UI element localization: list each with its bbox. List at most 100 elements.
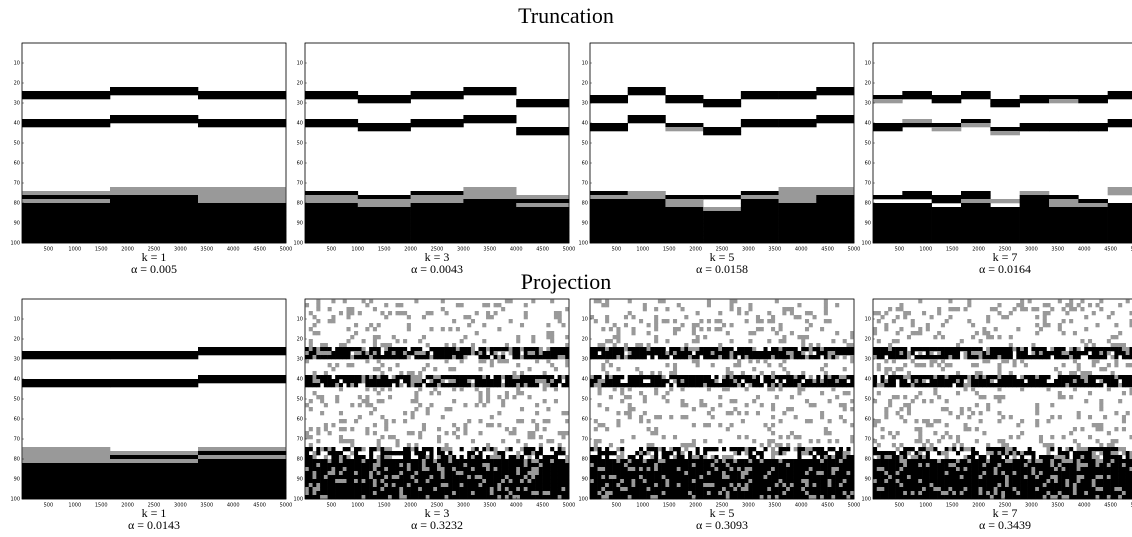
cell (782, 487, 786, 491)
cell (1020, 203, 1050, 207)
cell (628, 311, 632, 315)
cell (990, 127, 1020, 131)
cell (873, 423, 877, 427)
cell (839, 495, 843, 499)
cell (505, 463, 509, 467)
cell (22, 495, 110, 499)
cell (699, 475, 703, 479)
cell (665, 231, 703, 235)
cell (373, 431, 377, 435)
cell (358, 215, 411, 219)
cell (775, 347, 779, 351)
cell (388, 367, 392, 371)
cell (937, 331, 941, 335)
cell (411, 215, 464, 219)
cell (346, 479, 350, 483)
cell (463, 195, 516, 199)
cell (543, 427, 547, 431)
cell (463, 187, 516, 191)
cell (460, 347, 464, 351)
cell (1035, 315, 1039, 319)
cell (786, 347, 790, 351)
cell (505, 483, 509, 487)
cell (384, 455, 388, 459)
cell (605, 463, 609, 467)
cell (1043, 311, 1047, 315)
cell (373, 307, 377, 311)
cell (945, 423, 949, 427)
cell (463, 475, 467, 479)
cell (1049, 203, 1079, 207)
cell (790, 487, 794, 491)
cell (460, 351, 464, 355)
cell (309, 467, 313, 471)
cell (1046, 487, 1050, 491)
cell (620, 387, 624, 391)
cell (384, 459, 388, 463)
cell (539, 459, 543, 463)
cell (763, 359, 767, 363)
cell (828, 355, 832, 359)
cell (794, 355, 798, 359)
cell (198, 219, 286, 223)
cell (198, 227, 286, 231)
cell (975, 375, 979, 379)
cell (1001, 483, 1005, 487)
cell (198, 239, 286, 243)
cell (1001, 355, 1005, 359)
cell (662, 447, 666, 451)
cell (961, 199, 991, 203)
cell (358, 483, 362, 487)
x-tick-label: 4500 (536, 247, 549, 253)
cell (975, 487, 979, 491)
cell (790, 479, 794, 483)
cell (369, 379, 373, 383)
cell (516, 383, 520, 387)
cell (722, 463, 726, 467)
cell (911, 331, 915, 335)
cell (445, 407, 449, 411)
cell (779, 123, 817, 127)
cell (692, 471, 696, 475)
cell (482, 375, 486, 379)
cell (809, 479, 813, 483)
cell (914, 459, 918, 463)
cell (748, 347, 752, 351)
cell (982, 375, 986, 379)
cell (590, 471, 594, 475)
cell (824, 431, 828, 435)
cell (403, 355, 407, 359)
cell (771, 355, 775, 359)
cell (797, 491, 801, 495)
cell (986, 487, 990, 491)
cell (722, 351, 726, 355)
cell (986, 319, 990, 323)
cell (624, 459, 628, 463)
cell (907, 471, 911, 475)
cell (779, 475, 783, 479)
cell (501, 483, 505, 487)
cell (558, 487, 562, 491)
cell (624, 483, 628, 487)
cell (888, 479, 892, 483)
cell (1020, 231, 1050, 235)
cell (1078, 227, 1108, 231)
cell (997, 303, 1001, 307)
cell (873, 487, 877, 491)
cell (1001, 459, 1005, 463)
cell (760, 463, 764, 467)
cell (699, 351, 703, 355)
cell (324, 351, 328, 355)
cell (639, 447, 643, 451)
cell (384, 383, 388, 387)
cell (745, 347, 749, 351)
cell (647, 487, 651, 491)
cell (628, 347, 632, 351)
cell (718, 495, 722, 499)
cell (528, 379, 532, 383)
cell (616, 459, 620, 463)
cell (316, 355, 320, 359)
cell (971, 495, 975, 499)
cell (346, 339, 350, 343)
cell (1016, 487, 1020, 491)
